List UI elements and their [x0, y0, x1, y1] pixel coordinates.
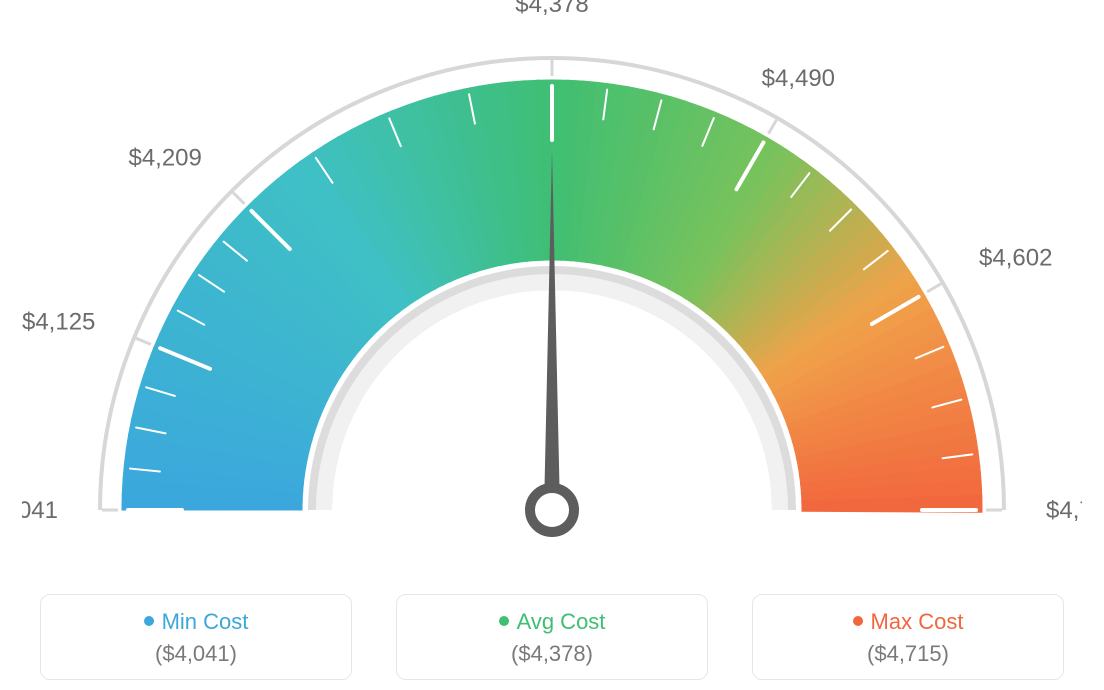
legend-label: Avg Cost [517, 609, 606, 634]
dot-icon [853, 616, 863, 626]
svg-text:$4,209: $4,209 [128, 145, 201, 172]
svg-text:$4,490: $4,490 [762, 65, 835, 92]
gauge-chart: $4,041 $4,125 $4,209 $4,378 $4,490 $4,602 $4,7… [0, 0, 1104, 560]
legend-title-max: Max Cost [753, 609, 1063, 635]
legend-card-min: Min Cost ($4,041) [40, 594, 352, 680]
legend-value-avg: ($4,378) [397, 641, 707, 667]
legend-title-avg: Avg Cost [397, 609, 707, 635]
svg-text:$4,041: $4,041 [22, 497, 58, 524]
legend-value-max: ($4,715) [753, 641, 1063, 667]
dot-icon [144, 616, 154, 626]
legend-row: Min Cost ($4,041) Avg Cost ($4,378) Max … [0, 594, 1104, 680]
chart-container: $4,041 $4,125 $4,209 $4,378 $4,490 $4,602 $4,7… [0, 0, 1104, 690]
legend-label: Max Cost [871, 609, 964, 634]
legend-card-max: Max Cost ($4,715) [752, 594, 1064, 680]
svg-text:$4,125: $4,125 [22, 308, 95, 335]
legend-title-min: Min Cost [41, 609, 351, 635]
legend-value-min: ($4,041) [41, 641, 351, 667]
svg-text:$4,378: $4,378 [515, 0, 588, 18]
legend-label: Min Cost [162, 609, 249, 634]
svg-text:$4,602: $4,602 [979, 245, 1052, 272]
legend-card-avg: Avg Cost ($4,378) [396, 594, 708, 680]
svg-text:$4,715: $4,715 [1046, 497, 1082, 524]
dot-icon [499, 616, 509, 626]
